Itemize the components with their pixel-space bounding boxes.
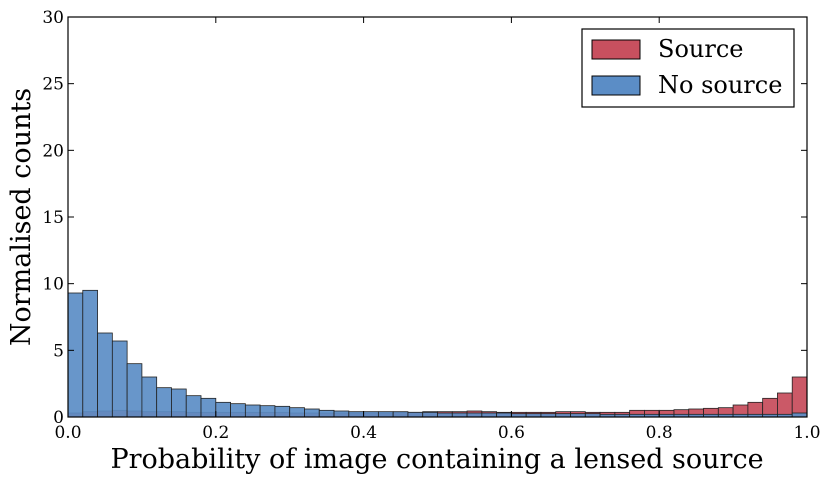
bar-no-source [97,332,113,418]
bar-no-source [156,387,172,418]
legend-label-no-source: No source [658,71,782,99]
bar-no-source [422,411,438,418]
x-tick-label: 0.6 [498,423,525,443]
bar-no-source [363,411,379,418]
legend-label-source: Source [658,35,743,63]
bar-no-source [259,405,276,418]
bar-no-source [407,411,424,418]
legend-swatch-source [591,39,641,60]
bar-no-source [304,408,320,418]
y-ticks: 0 5 10 15 20 25 30 [42,8,807,428]
y-tick-label: 20 [42,141,64,161]
bar-source [791,376,808,418]
y-tick-label: 5 [53,341,64,361]
x-tick-label: 0.2 [202,423,229,443]
x-tick-label: 1.0 [793,423,820,443]
x-tick-label: 0.8 [646,423,673,443]
bar-no-source [82,289,98,418]
y-tick-label: 25 [42,75,64,95]
bar-no-source [67,292,84,418]
bar-source [777,392,793,418]
y-axis-title: Normalised counts [6,88,37,346]
bar-no-source [377,411,394,418]
bar-no-source [392,411,409,418]
bar-no-source [126,363,143,418]
bar-no-source [185,395,202,418]
bar-no-source [274,405,291,418]
x-axis-title: Probability of image containing a lensed… [110,444,763,475]
bar-no-source [333,410,350,418]
x-tick-label: 0.4 [350,423,377,443]
y-tick-label: 15 [42,208,64,228]
y-tick-label: 30 [42,8,64,28]
bar-no-source [230,403,246,418]
bar-no-source [200,397,217,418]
bar-no-source [111,340,128,418]
x-ticks: 0.0 0.2 0.4 0.6 0.8 1.0 [54,17,821,443]
bars-no-source [67,289,808,418]
legend: Source No source [581,28,795,108]
y-tick-label: 0 [53,408,64,428]
bar-no-source [171,388,187,418]
bar-no-source [348,411,365,418]
legend-swatch-no-source [591,75,641,96]
bar-no-source [289,407,305,418]
x-tick-label: 0.0 [54,423,81,443]
bar-no-source [318,409,335,418]
bar-no-source [215,401,231,418]
bar-no-source [141,376,158,418]
y-tick-label: 10 [42,275,64,295]
bar-no-source [244,404,261,418]
